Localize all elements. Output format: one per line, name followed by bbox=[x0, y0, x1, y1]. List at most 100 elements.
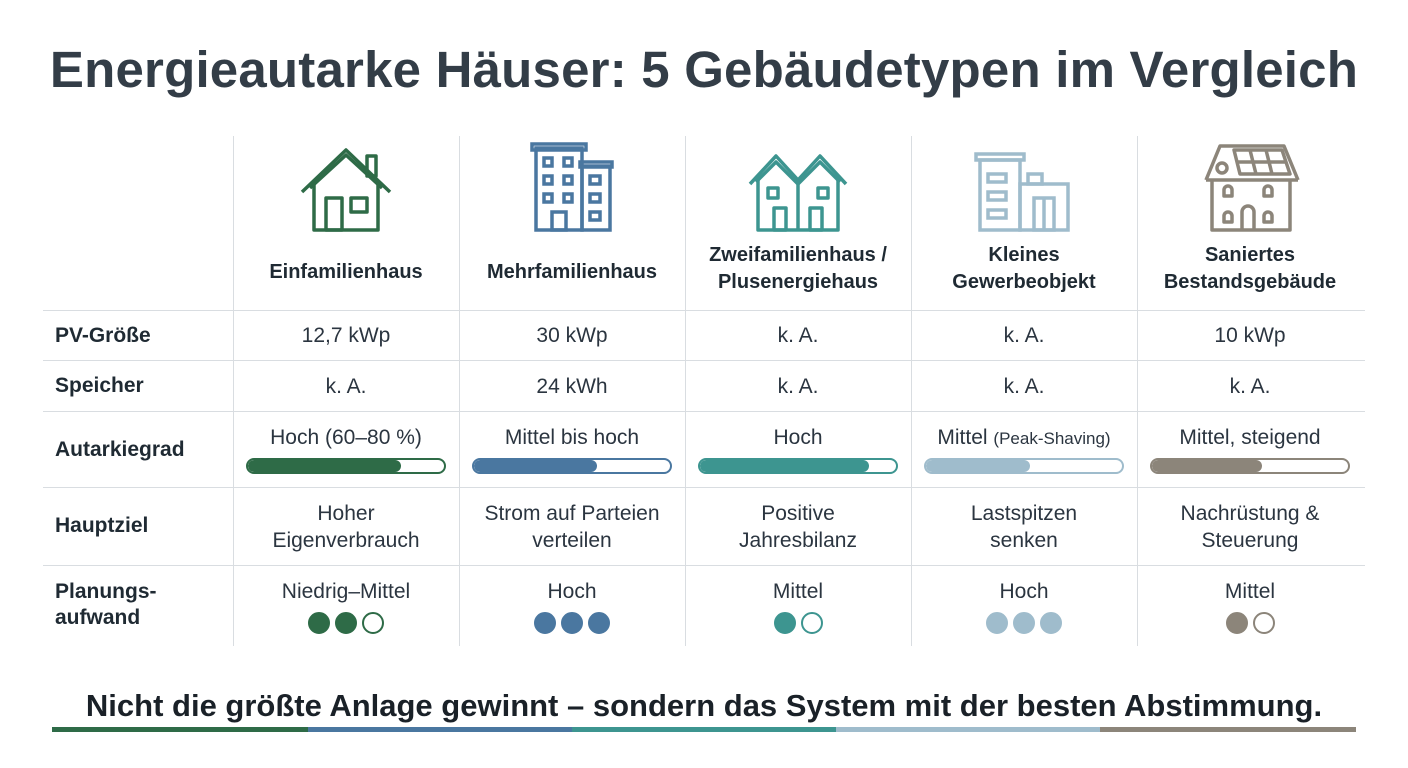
autarkie-level-fill bbox=[474, 460, 598, 472]
cell-speicher: k. A. bbox=[325, 375, 367, 398]
filled-dot-icon bbox=[1225, 612, 1248, 634]
column-header-zweifamilienhaus: Zweifamilienhaus / Plusenergiehaus bbox=[685, 136, 911, 310]
hauptziel-line2: Eigenverbrauch bbox=[272, 529, 420, 552]
row-label-pv: PV-Größe bbox=[55, 324, 151, 347]
filled-dot-icon bbox=[335, 612, 357, 634]
footer-underline-segment bbox=[572, 727, 836, 732]
column-divider bbox=[1137, 136, 1138, 646]
cell-autarkiegrad: Mittel (Peak-Shaving) bbox=[911, 424, 1137, 452]
single-family-house-icon bbox=[300, 148, 392, 232]
autarkie-text: Hoch bbox=[773, 426, 823, 449]
filled-dot-icon bbox=[534, 612, 556, 634]
empty-dot-icon bbox=[800, 612, 823, 634]
hauptziel-line1: Positive bbox=[761, 502, 835, 525]
filled-dot-icon bbox=[1013, 612, 1035, 634]
cell-hauptziel: Nachrüstung & Steuerung bbox=[1137, 500, 1363, 554]
apartment-building-icon bbox=[530, 142, 614, 232]
hauptziel-line1: Nachrüstung & bbox=[1180, 502, 1320, 525]
cell-autarkiegrad: Hoch (60–80 %) bbox=[233, 424, 459, 452]
column-name-line2: Bestandsgebäude bbox=[1163, 271, 1337, 293]
cell-speicher: k. A. bbox=[1229, 375, 1271, 398]
hauptziel-line1: Hoher bbox=[317, 502, 375, 525]
cell-pv: k. A. bbox=[1003, 324, 1045, 347]
column-name-line1: Zweifamilienhaus / bbox=[709, 244, 887, 266]
column-divider bbox=[459, 136, 460, 646]
cell-hauptziel: Strom auf Parteien verteilen bbox=[459, 500, 685, 554]
cell-planungsaufwand: Hoch bbox=[547, 580, 597, 603]
row-label-speicher: Speicher bbox=[55, 374, 144, 397]
filled-dot-icon bbox=[986, 612, 1008, 634]
cell-autarkiegrad: Hoch bbox=[685, 424, 911, 452]
empty-dot-icon bbox=[1252, 612, 1275, 634]
hauptziel-line2: Jahresbilanz bbox=[739, 529, 857, 552]
cell-speicher: k. A. bbox=[777, 375, 819, 398]
row-divider bbox=[43, 411, 1365, 412]
commercial-building-icon bbox=[974, 152, 1070, 232]
row-divider bbox=[43, 487, 1365, 488]
planungsaufwand-dots bbox=[685, 612, 911, 634]
autarkie-level-bar bbox=[698, 458, 898, 474]
column-divider bbox=[233, 136, 234, 646]
renovated-building-solar-icon bbox=[1204, 144, 1300, 232]
cell-autarkiegrad: Mittel, steigend bbox=[1137, 424, 1363, 452]
cell-speicher: 24 kWh bbox=[536, 375, 608, 398]
hauptziel-line1: Strom auf Parteien bbox=[484, 502, 660, 525]
cell-speicher: k. A. bbox=[1003, 375, 1045, 398]
cell-planungsaufwand: Mittel bbox=[1224, 580, 1276, 603]
cell-planungsaufwand: Niedrig–Mittel bbox=[281, 580, 411, 603]
column-divider bbox=[685, 136, 686, 646]
footer-tagline: Nicht die größte Anlage gewinnt – sonder… bbox=[85, 688, 1323, 723]
cell-hauptziel: Positive Jahresbilanz bbox=[685, 500, 911, 554]
column-header-bestandsgebaeude: Saniertes Bestandsgebäude bbox=[1137, 136, 1363, 310]
column-name-line1: Saniertes bbox=[1204, 244, 1296, 266]
empty-dot-icon bbox=[362, 612, 384, 634]
autarkie-level-bar bbox=[1150, 458, 1350, 474]
footer-underline-segment bbox=[52, 727, 308, 732]
column-header-einfamilienhaus: Einfamilienhaus bbox=[233, 136, 459, 310]
cell-pv: 10 kWp bbox=[1214, 324, 1286, 347]
autarkie-note: (Peak-Shaving) bbox=[993, 429, 1111, 448]
filled-dot-icon bbox=[1040, 612, 1062, 634]
planungsaufwand-dots bbox=[233, 612, 459, 634]
autarkie-level-fill bbox=[1152, 460, 1262, 472]
row-label-hauptziel: Hauptziel bbox=[55, 514, 149, 537]
duplex-house-icon bbox=[748, 154, 848, 232]
column-name-line2: Gewerbeobjekt bbox=[952, 271, 1096, 293]
planungsaufwand-dots bbox=[1137, 612, 1363, 634]
autarkie-level-fill bbox=[248, 460, 401, 472]
planungsaufwand-dots bbox=[459, 612, 685, 634]
autarkie-level-bar bbox=[924, 458, 1124, 474]
hauptziel-line1: Lastspitzen bbox=[970, 502, 1078, 525]
row-label-planungsaufwand: Planungs- aufwand bbox=[55, 579, 157, 631]
autarkie-text: Mittel bis hoch bbox=[504, 426, 640, 449]
column-name-line2: Einfamilienhaus bbox=[269, 261, 423, 283]
footer-underline-segment bbox=[308, 727, 572, 732]
autarkie-text: Hoch (60–80 %) bbox=[270, 426, 422, 449]
cell-hauptziel: Lastspitzen senken bbox=[911, 500, 1137, 554]
column-header-gewerbeobjekt: Kleines Gewerbeobjekt bbox=[911, 136, 1137, 310]
row-label-planung-line1: Planungs- bbox=[55, 580, 157, 603]
filled-dot-icon bbox=[308, 612, 330, 634]
autarkie-level-fill bbox=[926, 460, 1030, 472]
cell-pv: k. A. bbox=[777, 324, 819, 347]
row-divider bbox=[43, 360, 1365, 361]
footer-underline-segment bbox=[836, 727, 1100, 732]
cell-planungsaufwand: Hoch bbox=[999, 580, 1049, 603]
cell-hauptziel: Hoher Eigenverbrauch bbox=[233, 500, 459, 554]
filled-dot-icon bbox=[773, 612, 796, 634]
filled-dot-icon bbox=[588, 612, 610, 634]
footer-underline-segment bbox=[1100, 727, 1356, 732]
hauptziel-line2: verteilen bbox=[532, 529, 612, 552]
autarkie-level-fill bbox=[700, 460, 869, 472]
column-divider bbox=[911, 136, 912, 646]
page-title: Energieautarke Häuser: 5 Gebäudetypen im… bbox=[49, 41, 1359, 98]
comparison-table: PV-Größe Speicher Autarkiegrad Hauptziel… bbox=[43, 136, 1365, 646]
hauptziel-line2: senken bbox=[990, 529, 1058, 552]
planungsaufwand-dots bbox=[911, 612, 1137, 634]
cell-pv: 12,7 kWp bbox=[301, 324, 391, 347]
autarkie-level-bar bbox=[246, 458, 446, 474]
column-name-line2: Mehrfamilienhaus bbox=[486, 261, 658, 283]
autarkie-level-bar bbox=[472, 458, 672, 474]
row-label-planung-line2: aufwand bbox=[55, 606, 141, 629]
autarkie-text: Mittel bbox=[937, 426, 988, 449]
